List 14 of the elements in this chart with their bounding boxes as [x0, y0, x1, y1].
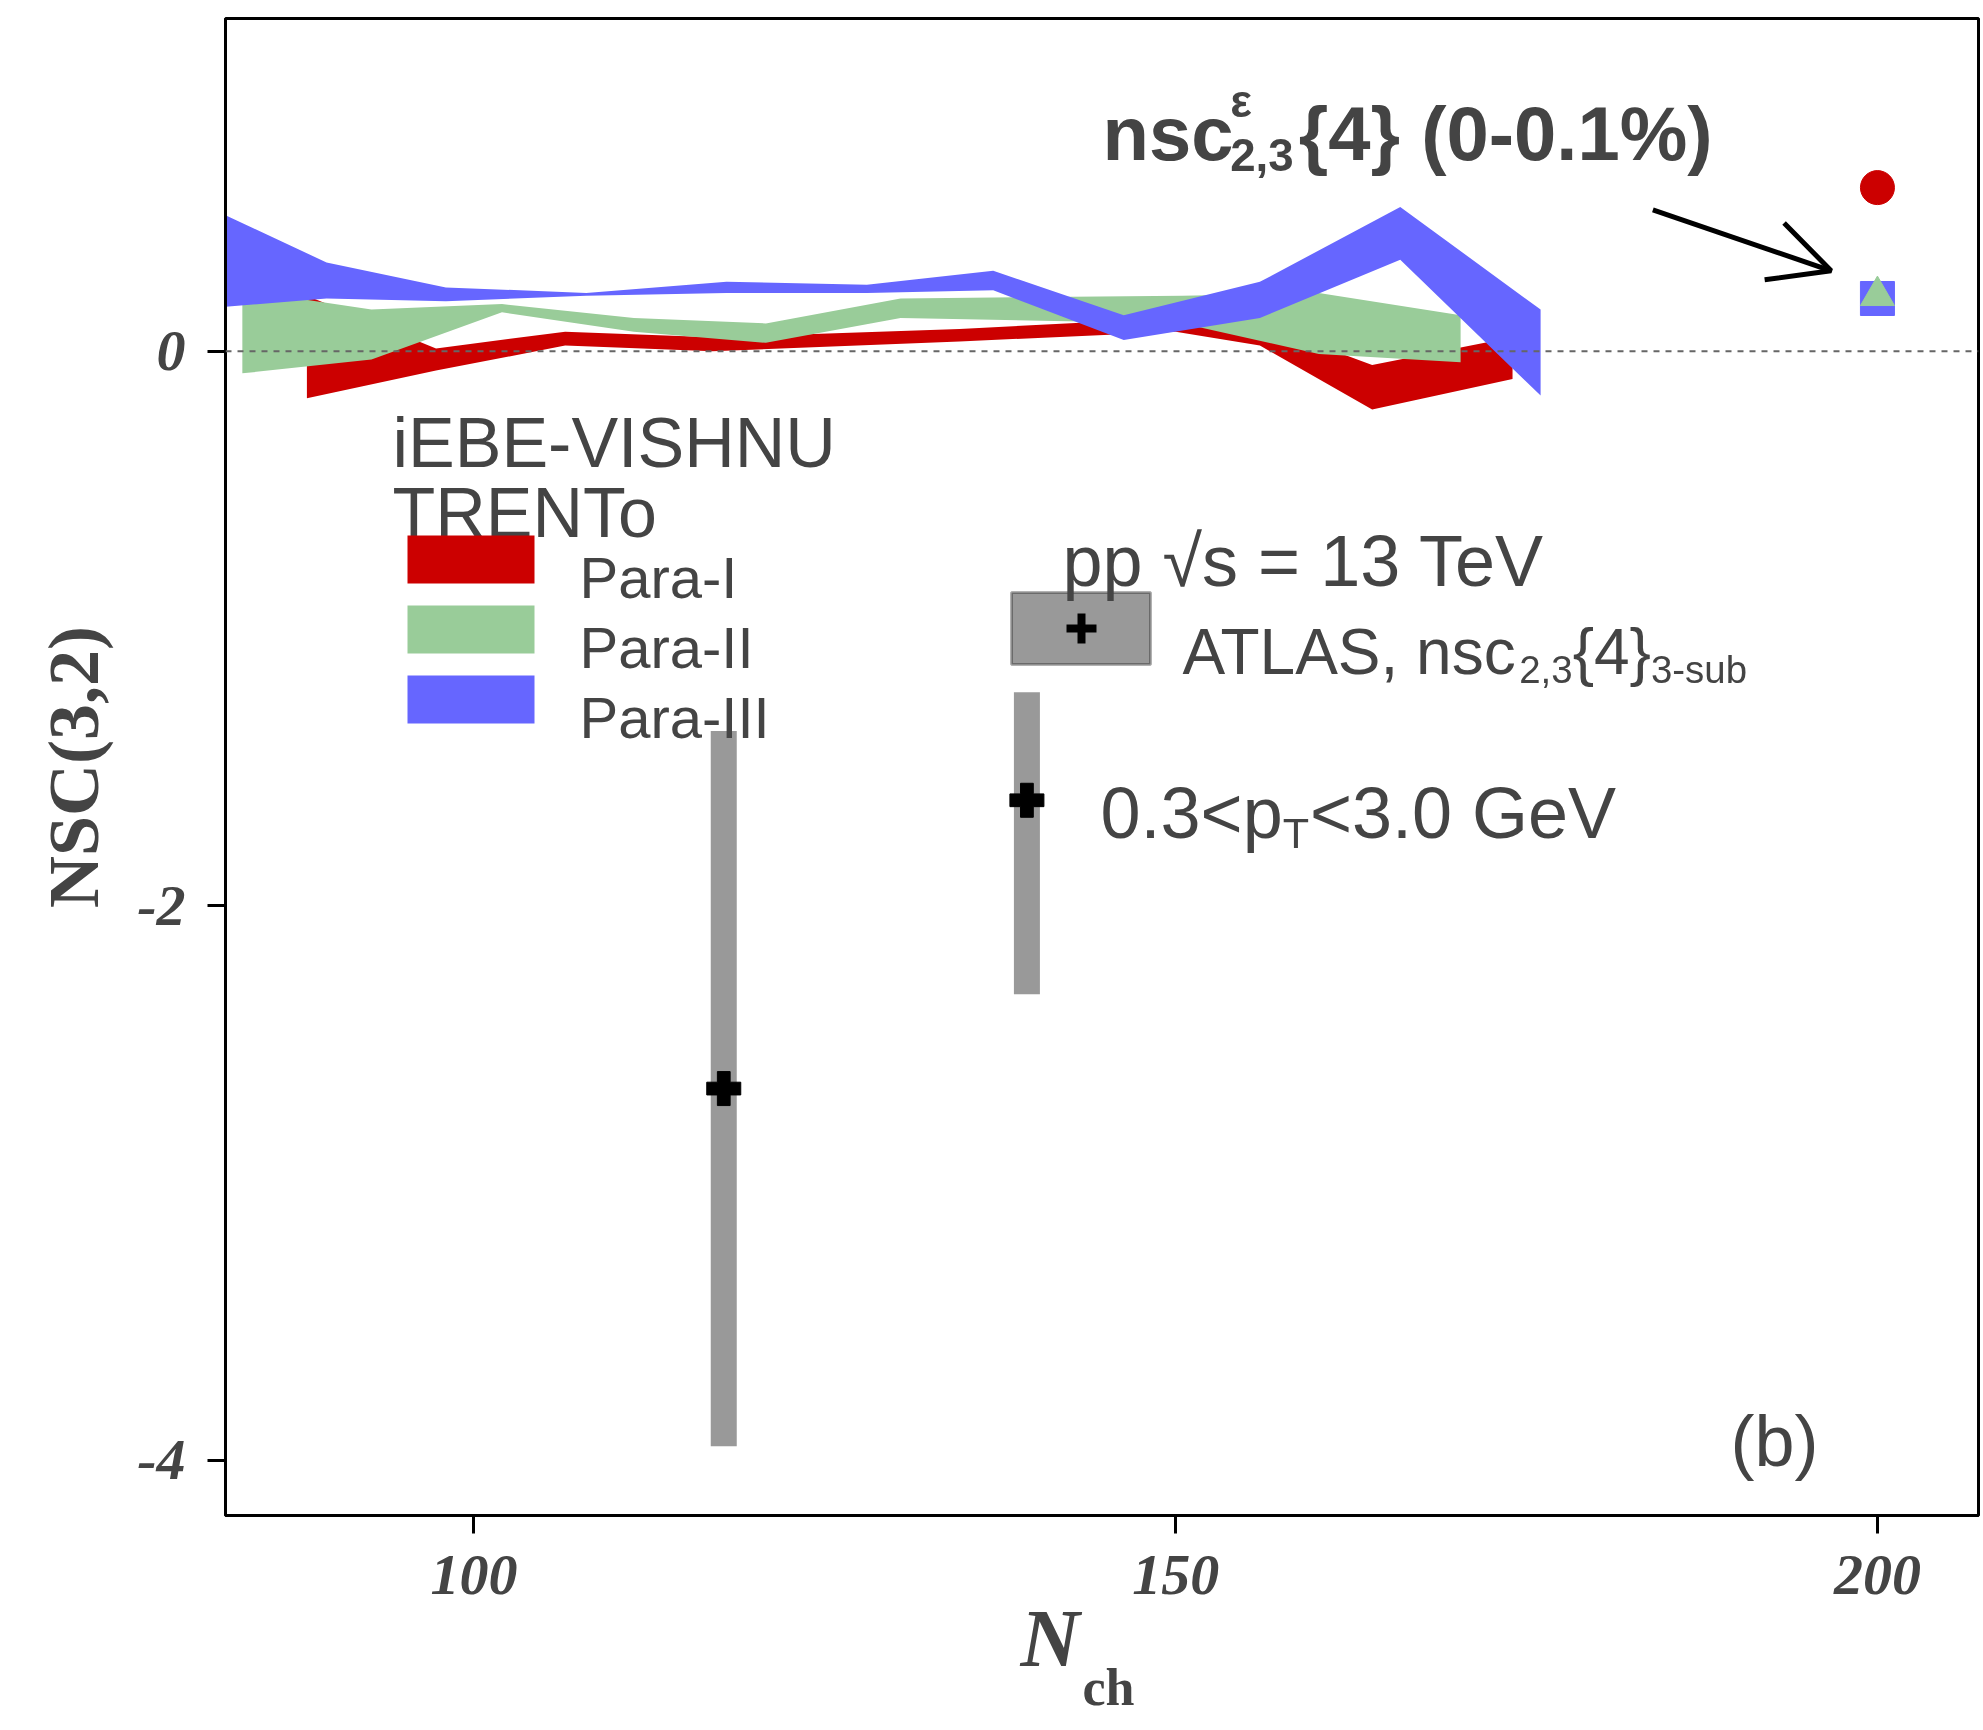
- legend-label: Para-II: [579, 615, 754, 680]
- x-tick-label: 200: [1832, 1541, 1921, 1607]
- point: [706, 1071, 742, 1107]
- y-tick-label: -2: [137, 872, 186, 938]
- y-tick-label: 0: [156, 318, 186, 384]
- annotation: (b): [1730, 1400, 1819, 1481]
- point: [1009, 782, 1045, 818]
- annotation: pp √s = 13 TeV: [1062, 520, 1544, 601]
- point: [1859, 170, 1895, 206]
- legend-label: Para-III: [579, 685, 770, 750]
- y-axis-title: NSC(3,2): [34, 625, 115, 908]
- y-tick-label: -4: [137, 1427, 186, 1493]
- x-tick-label: 150: [1132, 1541, 1220, 1607]
- x-tick-label: 100: [430, 1541, 518, 1607]
